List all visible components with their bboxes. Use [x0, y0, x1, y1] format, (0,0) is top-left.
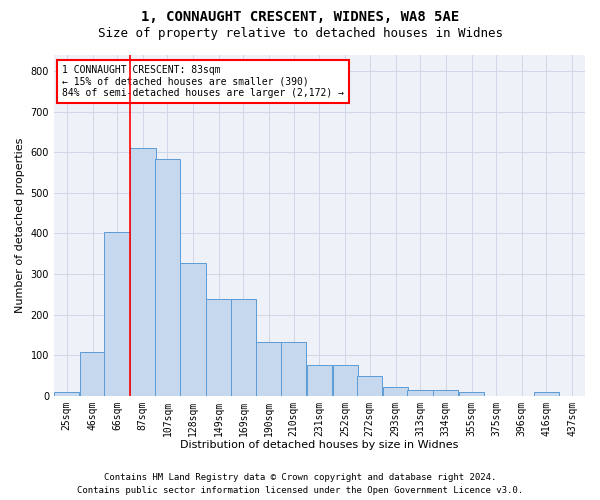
Bar [357, 376, 382, 396]
Text: Contains HM Land Registry data © Crown copyright and database right 2024.: Contains HM Land Registry data © Crown c… [104, 474, 496, 482]
Bar [307, 366, 332, 396]
Text: Contains public sector information licensed under the Open Government Licence v3: Contains public sector information licen… [77, 486, 523, 495]
Y-axis label: Number of detached properties: Number of detached properties [15, 138, 25, 313]
Bar [206, 299, 232, 396]
Bar [407, 390, 433, 396]
Bar [256, 342, 282, 396]
Bar [80, 352, 105, 396]
Bar [104, 232, 130, 396]
Bar [433, 390, 458, 396]
Bar [130, 148, 155, 396]
Bar [54, 392, 79, 396]
Bar [533, 392, 559, 396]
Bar [181, 263, 206, 396]
Bar [155, 159, 180, 396]
Text: 1, CONNAUGHT CRESCENT, WIDNES, WA8 5AE: 1, CONNAUGHT CRESCENT, WIDNES, WA8 5AE [141, 10, 459, 24]
Bar [459, 392, 484, 396]
Bar [231, 299, 256, 396]
Bar [281, 342, 307, 396]
Bar [332, 366, 358, 396]
Bar [383, 387, 408, 396]
Text: Size of property relative to detached houses in Widnes: Size of property relative to detached ho… [97, 28, 503, 40]
Text: 1 CONNAUGHT CRESCENT: 83sqm
← 15% of detached houses are smaller (390)
84% of se: 1 CONNAUGHT CRESCENT: 83sqm ← 15% of det… [62, 65, 344, 98]
X-axis label: Distribution of detached houses by size in Widnes: Distribution of detached houses by size … [180, 440, 458, 450]
